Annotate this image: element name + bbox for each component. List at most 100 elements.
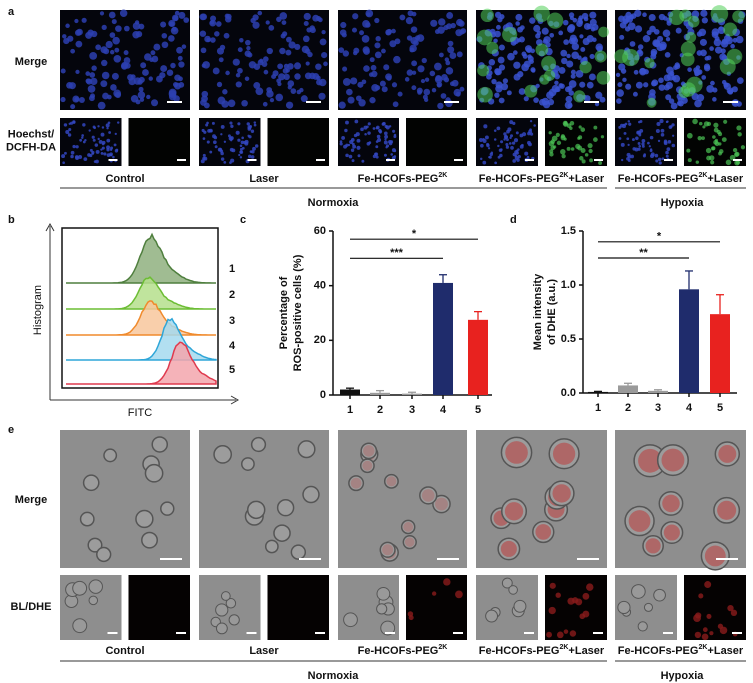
cell-nucleus [440, 93, 447, 99]
cell-nucleus [235, 81, 242, 88]
cell-nucleus [655, 129, 660, 134]
cell-nucleus [443, 578, 451, 586]
cell-nucleus [512, 50, 518, 55]
cell [213, 445, 233, 464]
cell-nucleus [648, 145, 651, 148]
cell-nucleus [431, 591, 437, 596]
cell-nucleus [584, 153, 589, 157]
cell-nucleus [88, 129, 91, 132]
cell-nucleus [519, 133, 524, 138]
cell-stain [362, 460, 373, 471]
cell-nucleus [367, 131, 371, 135]
cell-nucleus [206, 140, 210, 144]
cell-nucleus [488, 59, 496, 66]
axis-arrow [45, 222, 55, 232]
cell-nucleus [408, 615, 414, 621]
cell-nucleus [399, 14, 406, 21]
cell-nucleus [455, 590, 463, 599]
cell-nucleus [706, 85, 715, 93]
cell-nucleus [593, 137, 598, 142]
cell-nucleus [618, 125, 622, 129]
cell-nucleus [238, 153, 241, 157]
cell-nucleus [97, 101, 106, 110]
cell-nucleus [70, 154, 74, 159]
group-superscript: 2K [559, 172, 568, 179]
cell-nucleus [571, 51, 579, 60]
cell-nucleus [174, 10, 180, 16]
cell-stain [638, 448, 662, 473]
cell [631, 584, 646, 599]
group-suffix: +Laser [568, 645, 604, 657]
cell-nucleus [101, 71, 110, 80]
cell-nucleus [241, 99, 248, 107]
cell-nucleus [60, 68, 66, 74]
cell-nucleus [70, 121, 74, 125]
panel-letter: b [8, 214, 15, 226]
cell-nucleus [393, 149, 397, 153]
cell-nucleus [138, 86, 144, 92]
cell-nucleus [734, 160, 740, 166]
cell-nucleus [424, 77, 430, 82]
cell-nucleus [697, 136, 702, 141]
cell-nucleus [134, 20, 140, 25]
curve-label: 1 [229, 263, 235, 275]
cell-nucleus [705, 147, 712, 154]
cell-nucleus [268, 25, 275, 31]
cell-nucleus [101, 146, 105, 150]
cell-nucleus [579, 34, 584, 39]
cell-nucleus [74, 18, 79, 24]
cell-nucleus [599, 96, 606, 103]
cell-nucleus [721, 38, 728, 45]
cell-nucleus [541, 56, 557, 71]
cell-nucleus [213, 140, 217, 145]
cell-nucleus [498, 44, 505, 51]
cell-nucleus [64, 151, 67, 155]
cell-nucleus [266, 47, 273, 55]
cell-nucleus [589, 11, 597, 19]
x-tick-label: 4 [686, 402, 693, 414]
cell-nucleus [319, 38, 327, 46]
cell-nucleus [209, 20, 215, 25]
cell-nucleus [581, 159, 586, 164]
cell-nucleus [411, 60, 418, 67]
bar [588, 391, 608, 393]
cell [96, 546, 112, 563]
cell-nucleus [578, 135, 583, 140]
cell-nucleus [183, 17, 190, 23]
cell-nucleus [709, 46, 714, 51]
cell-nucleus [225, 70, 230, 76]
cell-nucleus [79, 138, 83, 142]
cell-nucleus [639, 68, 647, 76]
cell-nucleus [653, 40, 661, 48]
cell-nucleus [497, 155, 501, 159]
cell [72, 580, 88, 596]
cell-nucleus [375, 155, 379, 159]
cell [343, 612, 358, 628]
cell-nucleus [142, 69, 149, 76]
cell-nucleus [713, 139, 719, 145]
cell-nucleus [711, 28, 720, 36]
cell-nucleus [168, 35, 175, 42]
cell-stain [628, 510, 651, 532]
cell-nucleus [100, 132, 105, 137]
cell-stain [661, 448, 685, 472]
cell-nucleus [222, 89, 228, 95]
cell [225, 598, 237, 609]
cell-nucleus [178, 61, 185, 68]
cell-nucleus [65, 23, 70, 29]
cell-nucleus [385, 125, 390, 130]
cell-nucleus [527, 131, 531, 136]
group-text: Control [105, 645, 144, 657]
cell-nucleus [354, 119, 359, 124]
cell-nucleus [701, 75, 707, 80]
cell-nucleus [151, 99, 159, 107]
cell-nucleus [575, 69, 584, 78]
cell-nucleus [367, 122, 371, 126]
cell [383, 473, 399, 489]
cell [617, 600, 631, 615]
cell-nucleus [696, 50, 703, 56]
cell-nucleus [352, 144, 357, 149]
bar [648, 390, 668, 393]
cell [82, 474, 100, 492]
cell-nucleus [731, 86, 738, 93]
